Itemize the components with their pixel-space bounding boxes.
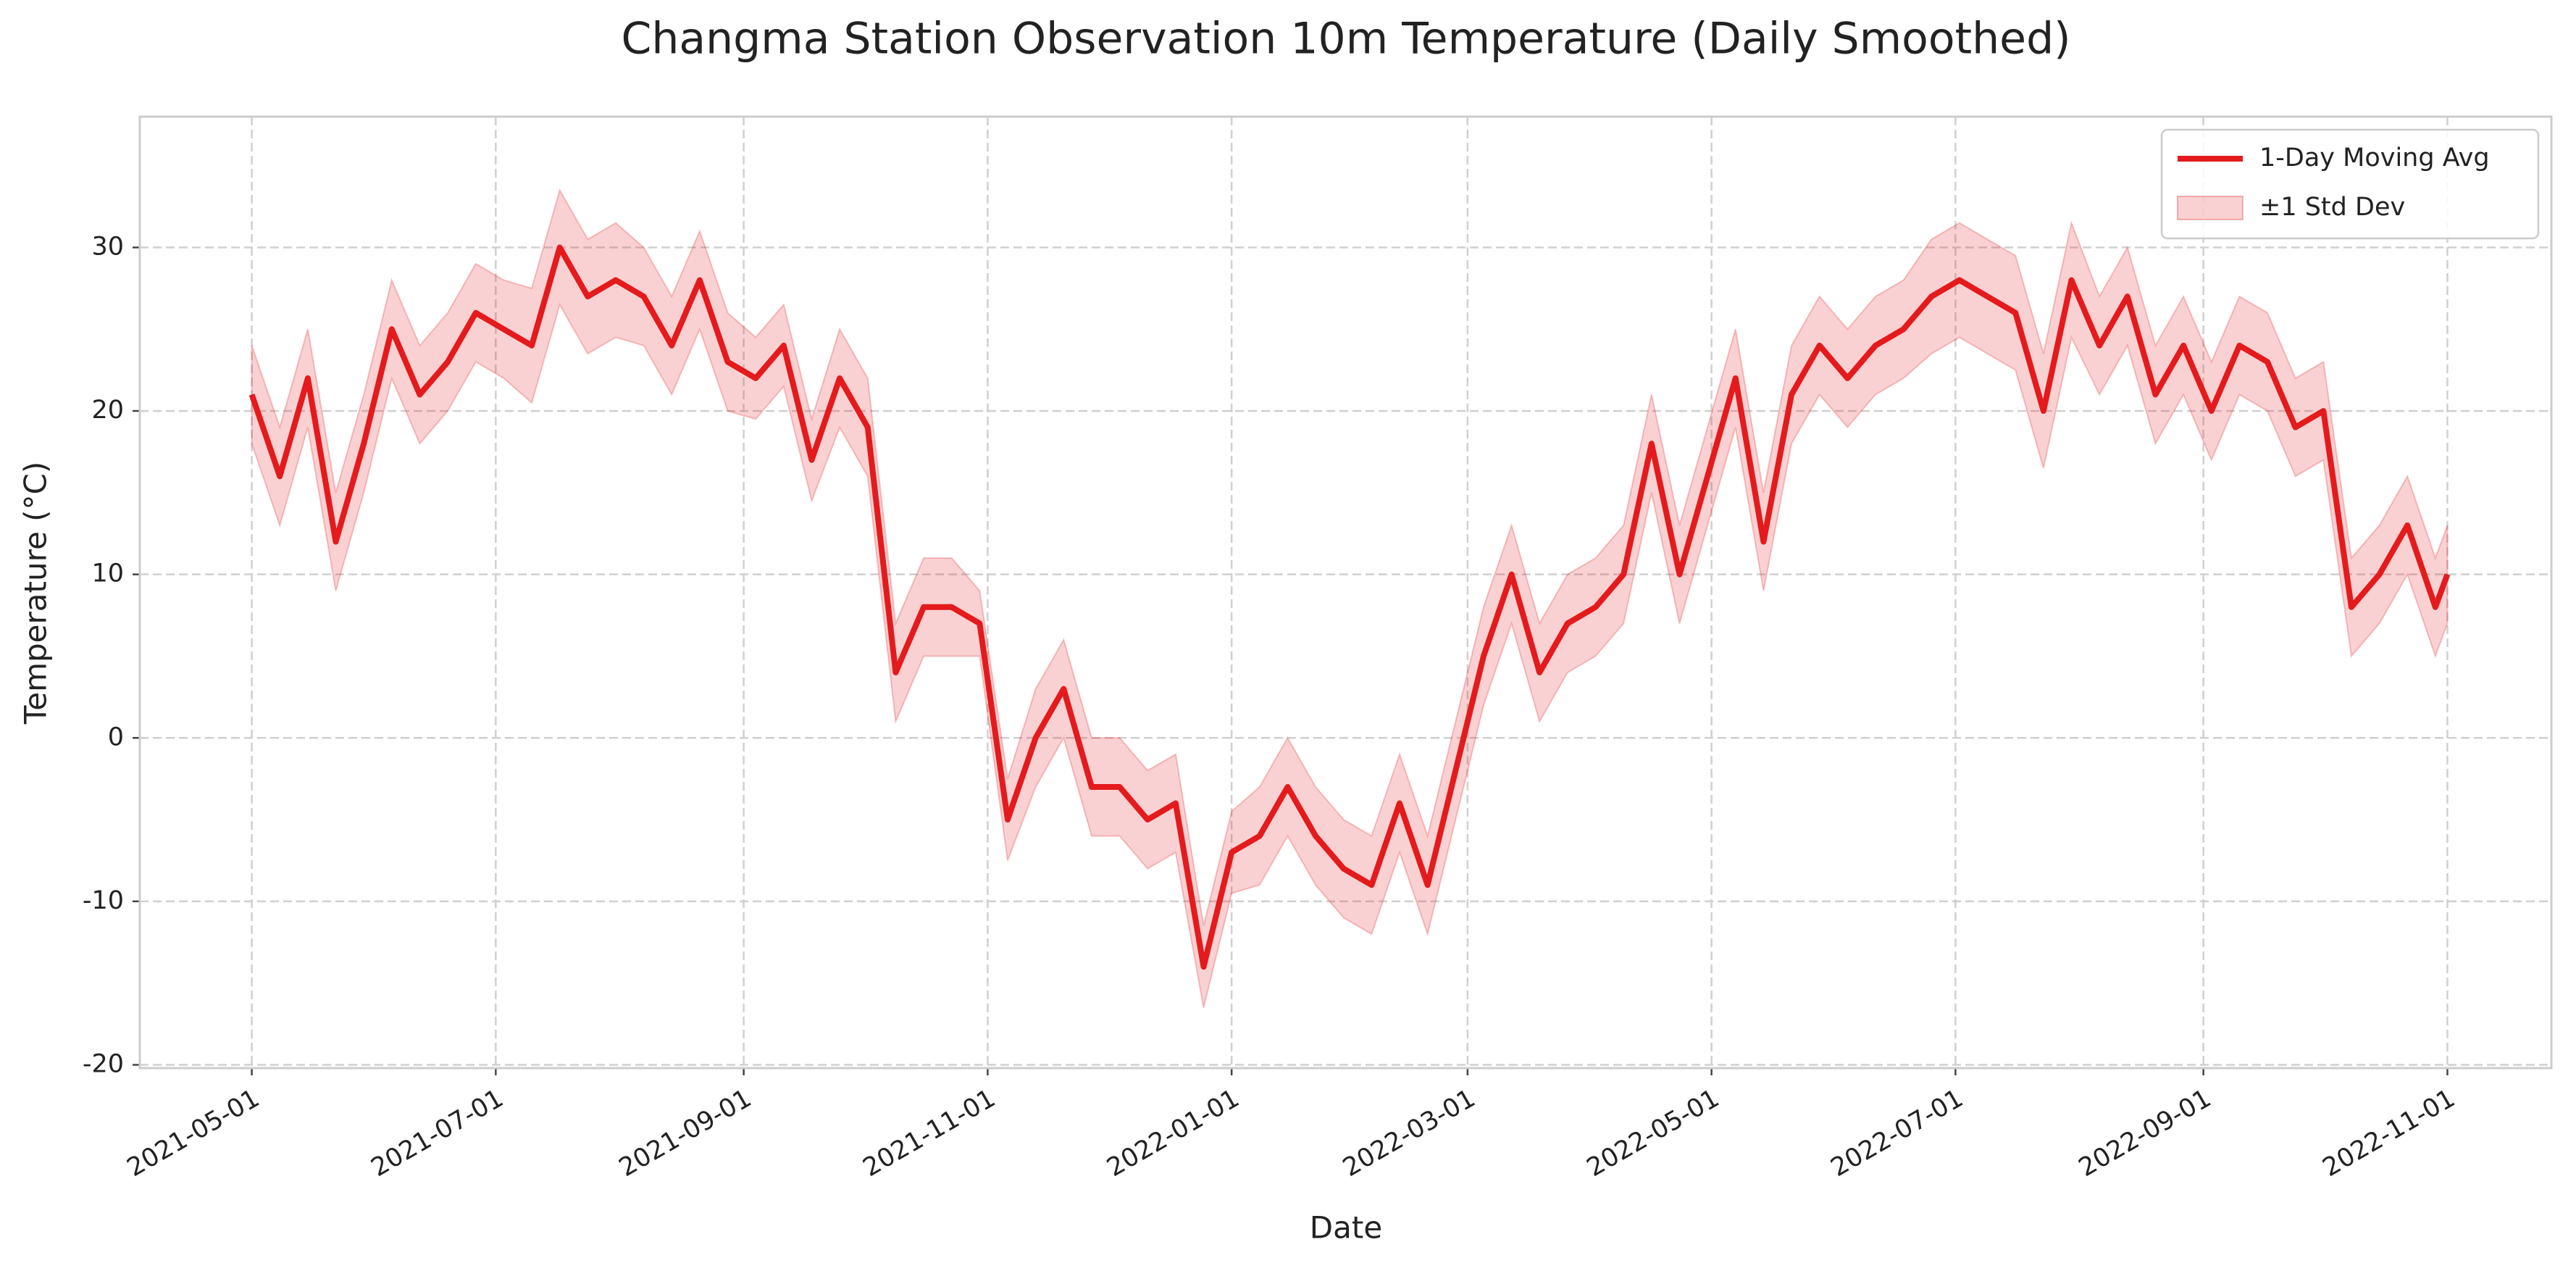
x-axis-label: Date <box>1310 1210 1382 1246</box>
y-tick-label: 10 <box>91 559 124 588</box>
y-tick-label: 30 <box>91 232 124 261</box>
legend-box <box>2160 128 2540 240</box>
plot-frame <box>138 115 2553 1070</box>
x-tick-label: 2021-05-01 <box>122 1084 264 1183</box>
x-tick-label: 2021-11-01 <box>858 1084 1000 1183</box>
y-tick-label: 20 <box>91 396 124 425</box>
y-axis-label: Temperature (°C) <box>18 462 54 725</box>
chart-title: Changma Station Observation 10m Temperat… <box>621 14 2070 64</box>
legend-swatch <box>2177 196 2243 220</box>
x-tick-label: 2022-09-01 <box>2074 1084 2216 1183</box>
x-tick-label: 2021-09-01 <box>614 1084 756 1183</box>
std-band <box>251 188 2449 1008</box>
x-tick-label: 2022-03-01 <box>1338 1084 1480 1183</box>
x-tick-label: 2022-05-01 <box>1582 1084 1724 1183</box>
legend-label: ±1 Std Dev <box>2259 193 2405 222</box>
x-tick-label: 2022-07-01 <box>1826 1084 1968 1183</box>
y-tick-label: 0 <box>108 722 124 751</box>
y-tick-label: -10 <box>83 886 124 915</box>
x-tick-label: 2022-11-01 <box>2318 1084 2460 1183</box>
x-tick-label: 2022-01-01 <box>1103 1084 1245 1183</box>
line <box>248 244 2451 970</box>
legend-label: 1-Day Moving Avg <box>2259 143 2490 172</box>
y-tick-label: -20 <box>83 1049 124 1078</box>
x-tick-label: 2021-07-01 <box>367 1084 509 1183</box>
